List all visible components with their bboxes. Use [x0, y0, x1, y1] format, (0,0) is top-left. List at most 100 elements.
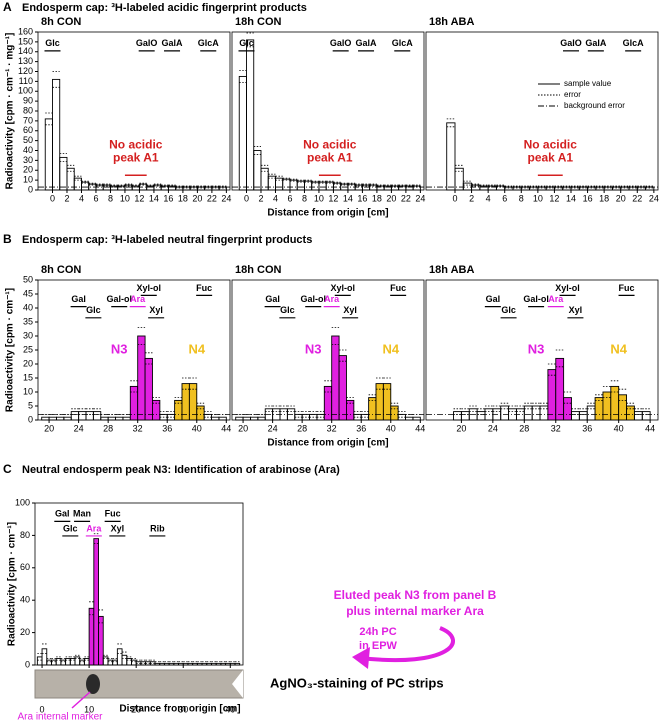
bar — [338, 355, 347, 421]
x-tick-label: 44 — [645, 423, 655, 433]
bar — [610, 385, 620, 421]
x-tick-label: 6 — [93, 193, 98, 203]
bar — [626, 405, 635, 421]
y-tick-label: 10 — [23, 386, 33, 396]
bar — [175, 186, 184, 191]
error-band — [604, 185, 613, 189]
bar — [537, 186, 547, 191]
error-band — [211, 185, 220, 189]
y-tick-label: 5 — [28, 400, 33, 410]
x-tick-label: 24 — [488, 423, 498, 433]
bar — [289, 179, 298, 191]
method-note: in EPW — [359, 640, 398, 652]
x-tick-label: 10 — [314, 193, 324, 203]
y-tick-label: 100 — [15, 497, 30, 507]
error-band — [190, 185, 198, 189]
error-band — [355, 183, 363, 187]
y-tick-label: 40 — [23, 302, 33, 312]
sugar-marker: Ara — [324, 294, 340, 304]
sugar-marker: Gal — [486, 294, 501, 304]
error-band — [333, 181, 341, 185]
x-tick-label: 22 — [632, 193, 642, 203]
subplot-title: 18h CON — [235, 264, 282, 276]
error-band — [272, 405, 280, 412]
y-tick-label: 45 — [23, 288, 33, 298]
ara-spot — [86, 674, 100, 694]
bar — [331, 335, 340, 421]
sugar-marker: Gal — [265, 294, 280, 304]
x-tick-label: 20 — [192, 193, 202, 203]
bar — [63, 416, 72, 421]
x-tick-label: 18 — [178, 193, 188, 203]
error-band — [164, 661, 170, 666]
subplot-title: 18h CON — [235, 16, 282, 28]
x-tick-label: 18 — [599, 193, 609, 203]
error-band — [59, 153, 67, 162]
error-band — [637, 185, 646, 189]
error-band — [137, 327, 146, 345]
bar — [234, 662, 241, 666]
bar — [100, 416, 109, 421]
error-band — [56, 656, 61, 661]
error-band — [555, 349, 564, 368]
x-tick-label: 4 — [273, 193, 278, 203]
subplot-title: 18h ABA — [429, 264, 474, 276]
bar — [70, 411, 80, 421]
y-tick-label: 90 — [23, 96, 33, 106]
x-tick-label: 20 — [616, 193, 626, 203]
error-band — [368, 394, 376, 401]
error-band — [159, 411, 168, 418]
x-tick-label: 10 — [84, 704, 94, 714]
bar — [636, 186, 647, 191]
legend-label: background error — [564, 101, 625, 110]
error-band — [302, 411, 310, 418]
error-band — [98, 609, 104, 624]
bar — [529, 186, 539, 191]
bar — [645, 186, 655, 191]
bar — [618, 394, 627, 421]
error-band — [152, 397, 160, 404]
x-tick-label: 12 — [134, 193, 144, 203]
bar — [602, 391, 612, 421]
error-band — [220, 661, 226, 666]
sugar-marker: Fuc — [196, 283, 212, 293]
x-tick-label: 20 — [44, 423, 54, 433]
x-tick-label: 16 — [583, 193, 593, 203]
bar — [555, 357, 565, 421]
bar — [83, 658, 90, 666]
bar — [454, 167, 464, 191]
y-tick-label: 0 — [28, 184, 33, 194]
error-band — [60, 658, 66, 663]
bar — [131, 659, 137, 666]
x-tick-label: 10 — [533, 193, 543, 203]
error-band — [204, 185, 212, 189]
sugar-marker: GlcA — [623, 38, 645, 48]
x-tick-label: 4 — [486, 193, 491, 203]
x-tick-label: 22 — [401, 193, 411, 203]
error-band — [626, 402, 635, 410]
error-band — [524, 402, 533, 410]
x-tick-label: 40 — [225, 704, 235, 714]
sugar-marker: Fuc — [105, 509, 121, 519]
x-tick-label: 16 — [357, 193, 367, 203]
error-band — [340, 182, 348, 186]
bar — [462, 182, 473, 191]
bar — [204, 186, 213, 191]
error-band — [192, 661, 198, 666]
error-band — [369, 183, 377, 187]
x-tick-label: 28 — [103, 423, 113, 433]
sugar-marker: Rib — [150, 523, 165, 533]
error-band — [124, 183, 133, 187]
bar — [126, 658, 132, 666]
sugar-marker: GalO — [330, 38, 352, 48]
bar — [553, 186, 564, 191]
y-axis-label: Radioactivity [cpm · cm⁻¹] — [7, 522, 18, 646]
y-tick-label: 40 — [23, 145, 33, 155]
y-tick-label: 20 — [23, 165, 33, 175]
y-tick-label: 120 — [18, 66, 33, 76]
error-band — [324, 380, 332, 393]
error-band — [563, 391, 572, 404]
x-tick-label: 20 — [131, 704, 141, 714]
x-tick-label: 10 — [120, 193, 130, 203]
bar — [539, 405, 549, 421]
